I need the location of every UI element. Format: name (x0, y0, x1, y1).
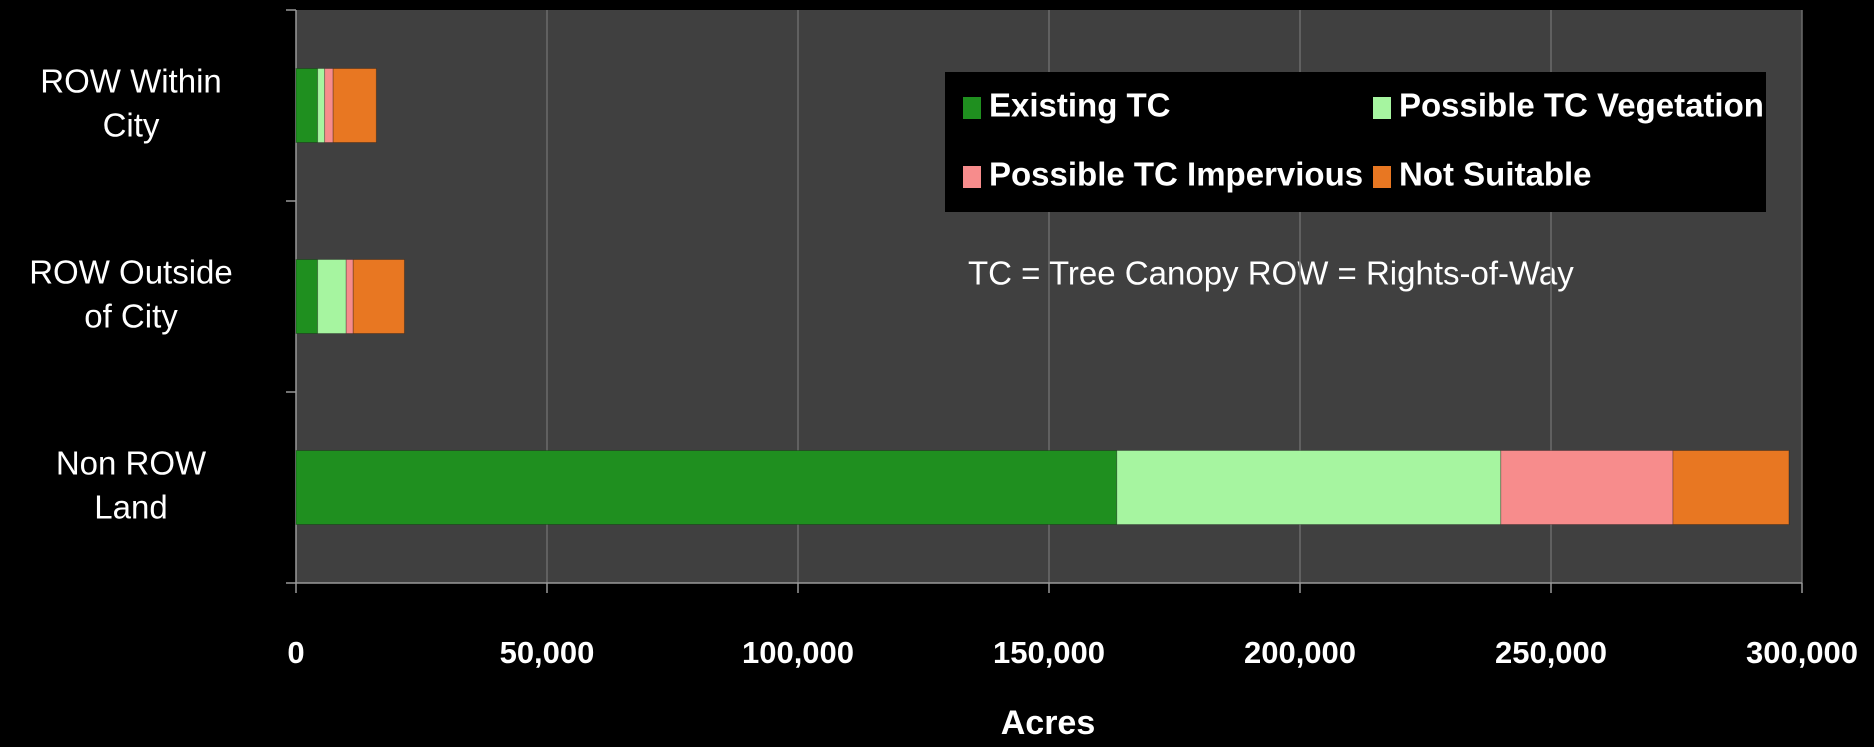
x-axis-label: Acres (1001, 704, 1096, 742)
legend-label: Possible TC Vegetation (1399, 87, 1764, 124)
legend-swatch (1373, 166, 1391, 188)
bar-segment (345, 259, 354, 334)
legend-box (945, 72, 1766, 212)
legend-label: Possible TC Impervious (989, 156, 1363, 193)
y-tick-label: ROW Outside of City (29, 253, 233, 334)
annotation: TC = Tree Canopy ROW = Rights-of-Way (968, 255, 1574, 292)
bar-segment (295, 68, 319, 143)
bar-segment (1116, 450, 1502, 525)
legend-swatch (1373, 97, 1391, 119)
x-tick-label: 100,000 (742, 635, 854, 670)
label-line: City (103, 106, 160, 143)
label-line: ROW Within (40, 62, 222, 99)
bar-segment (324, 68, 334, 143)
y-tick-label: ROW Within City (40, 62, 222, 143)
label-line: ROW Outside (29, 253, 233, 290)
x-tick-label: 200,000 (1244, 635, 1356, 670)
bar-segment (317, 68, 326, 143)
bar-segment (352, 259, 405, 334)
bar-segment (332, 68, 377, 143)
y-tick-label: Non ROW Land (56, 444, 207, 525)
label-line: Non ROW (56, 444, 207, 481)
bar-segment (1672, 450, 1790, 525)
legend-swatch (963, 166, 981, 188)
label-line: of City (84, 297, 178, 334)
bar-segment (295, 450, 1118, 525)
legend-label: Existing TC (989, 87, 1171, 124)
bar-segment (317, 259, 347, 334)
bar-segment (295, 259, 319, 334)
bar-segment (1500, 450, 1674, 525)
x-tick-label: 250,000 (1495, 635, 1607, 670)
x-tick-label: 0 (287, 635, 304, 670)
legend-swatch (963, 97, 981, 119)
x-tick-label: 300,000 (1746, 635, 1858, 670)
x-tick-label: 50,000 (500, 635, 595, 670)
label-line: Land (94, 488, 167, 525)
x-tick-label: 150,000 (993, 635, 1105, 670)
legend-label: Not Suitable (1399, 156, 1592, 193)
